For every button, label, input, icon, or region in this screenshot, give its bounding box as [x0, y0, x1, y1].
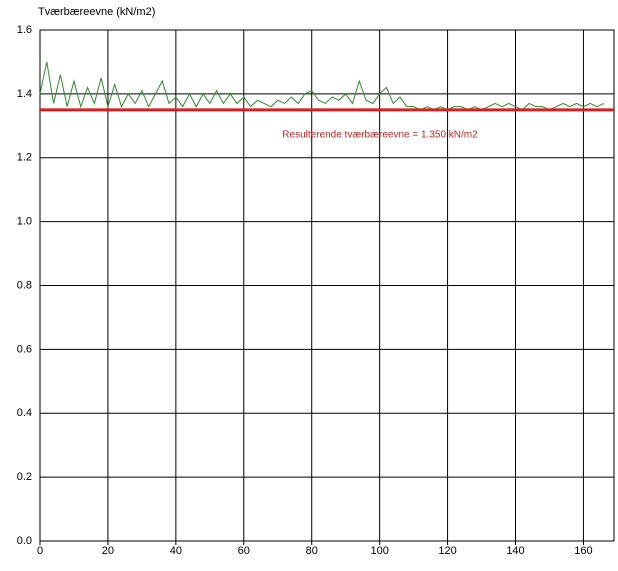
y-tick-label: 1.6	[17, 24, 32, 36]
x-tick-label: 140	[506, 545, 524, 557]
data-line	[39, 61, 605, 111]
y-tick-label: 0.6	[17, 343, 32, 355]
y-tick-label: 1.0	[17, 216, 32, 228]
y-tick-label: 0.0	[17, 535, 32, 547]
y-tick-label: 1.4	[17, 88, 32, 100]
y-tick-label: 0.8	[17, 279, 32, 291]
y-axis-label: Tværbæreevne (kN/m2)	[38, 6, 155, 18]
x-tick-label: 120	[438, 545, 456, 557]
x-tick-label: 40	[170, 545, 182, 557]
y-tick-label: 0.4	[17, 407, 32, 419]
x-tick-label: 20	[102, 545, 114, 557]
annotation: Resulterende tværbæreevne = 1.350 kN/m2	[282, 130, 478, 141]
x-tick-label: 80	[306, 545, 318, 557]
x-tick-label: 160	[574, 545, 592, 557]
y-tick-label: 0.2	[17, 471, 32, 483]
y-tick-label: 1.2	[17, 152, 32, 164]
x-tick-label: 60	[238, 545, 250, 557]
x-tick-label: 100	[370, 545, 388, 557]
x-tick-label: 0	[37, 545, 43, 557]
